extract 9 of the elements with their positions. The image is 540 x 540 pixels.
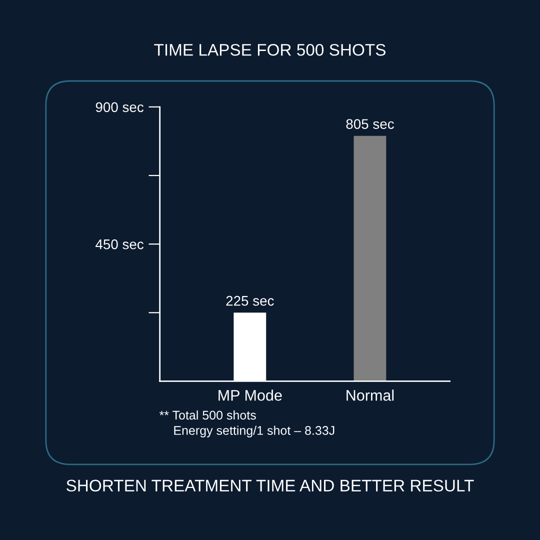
- data-label: 225 sec: [226, 296, 274, 306]
- y-tick-label: 450 sec: [96, 239, 144, 250]
- data-label: 805 sec: [346, 119, 394, 129]
- chart-title: TIME LAPSE FOR 500 SHOTS: [154, 44, 386, 56]
- x-tick-label: Normal: [346, 390, 394, 401]
- text: ** Total 500 shots Energy setting/1 shot – 8.33J: [160, 410, 334, 438]
- x-tick-label: MP Mode: [218, 390, 282, 401]
- text: SHORTEN TREATMENT TIME AND BETTER RESULT: [66, 480, 474, 492]
- y-tick-label: 900 sec: [96, 102, 144, 112]
